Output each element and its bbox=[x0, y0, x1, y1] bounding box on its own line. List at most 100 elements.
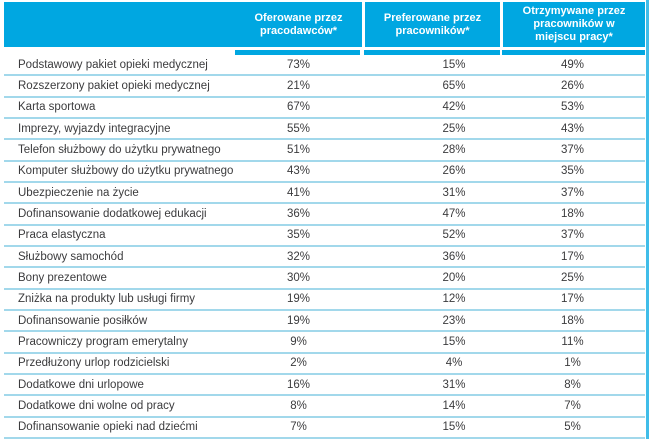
table-row: Dodatkowe dni wolne od pracy 8% 14% 7% bbox=[4, 396, 645, 418]
benefit-label: Karta sportowa bbox=[18, 101, 96, 114]
offered-value: 30% bbox=[286, 271, 311, 284]
benefit-label: Dodatkowe dni urlopowe bbox=[18, 378, 144, 391]
table-row: Pracowniczy program emerytalny 9% 15% 11… bbox=[4, 332, 645, 354]
received-value: 53% bbox=[560, 101, 585, 114]
preferred-value: 31% bbox=[442, 186, 466, 199]
table-header-row: Oferowane przez pracodawców* Preferowane… bbox=[4, 2, 645, 47]
table-row: Dodatkowe dni urlopowe 16% 31% 8% bbox=[4, 375, 645, 397]
offered-value: 41% bbox=[286, 186, 311, 199]
offered-value: 19% bbox=[286, 293, 311, 306]
table-row: Podstawowy pakiet opieki medycznej 73% 1… bbox=[4, 55, 645, 77]
benefit-label: Podstawowy pakiet opieki medycznej bbox=[18, 58, 208, 71]
table-row: Ubezpieczenie na życie 41% 31% 37% bbox=[4, 183, 645, 205]
preferred-value: 26% bbox=[442, 165, 466, 178]
offered-value: 73% bbox=[286, 58, 311, 71]
received-value: 18% bbox=[560, 207, 585, 220]
column-header-preferred: Preferowane przez pracowników* bbox=[362, 2, 500, 47]
preferred-value: 65% bbox=[442, 79, 466, 92]
received-value: 37% bbox=[560, 229, 585, 242]
benefit-label: Bony prezentowe bbox=[18, 271, 107, 284]
offered-value: 7% bbox=[290, 421, 307, 434]
received-value: 43% bbox=[560, 122, 585, 135]
table-row: Bony prezentowe 30% 20% 25% bbox=[4, 268, 645, 290]
offered-value: 9% bbox=[290, 335, 307, 348]
benefits-table: Oferowane przez pracodawców* Preferowane… bbox=[4, 2, 645, 439]
offered-value: 67% bbox=[286, 101, 311, 114]
offered-value: 8% bbox=[290, 399, 307, 412]
received-value: 17% bbox=[560, 250, 585, 263]
offered-value: 32% bbox=[286, 250, 311, 263]
offered-value: 36% bbox=[286, 207, 311, 220]
table-row: Dofinansowanie dodatkowej edukacji 36% 4… bbox=[4, 204, 645, 226]
received-value: 37% bbox=[560, 186, 585, 199]
benefit-label: Telefon służbowy do użytku prywatnego bbox=[18, 143, 221, 156]
benefit-label: Ubezpieczenie na życie bbox=[18, 186, 139, 199]
received-value: 17% bbox=[560, 293, 585, 306]
preferred-value: 4% bbox=[445, 357, 463, 370]
offered-value: 43% bbox=[286, 165, 311, 178]
table-body: Podstawowy pakiet opieki medycznej 73% 1… bbox=[4, 55, 645, 439]
preferred-value: 47% bbox=[442, 207, 466, 220]
received-value: 37% bbox=[560, 143, 585, 156]
page-right-edge-line bbox=[646, 0, 649, 439]
offered-value: 51% bbox=[286, 143, 311, 156]
offered-value: 55% bbox=[286, 122, 311, 135]
table-row: Służbowy samochód 32% 36% 17% bbox=[4, 247, 645, 269]
column-header-received: Otrzymywane przez pracowników w miejscu … bbox=[500, 2, 645, 47]
table-row: Zniżka na produkty lub usługi firmy 19% … bbox=[4, 290, 645, 311]
column-header-preferred-label: Preferowane przez pracowników* bbox=[383, 11, 482, 37]
header-strip-received bbox=[502, 50, 645, 55]
preferred-value: 36% bbox=[442, 250, 466, 263]
received-value: 18% bbox=[560, 314, 585, 327]
table-row: Rozszerzony pakiet opieki medycznej 21% … bbox=[4, 76, 645, 98]
table-row: Telefon służbowy do użytku prywatnego 51… bbox=[4, 140, 645, 162]
table-row: Komputer służbowy do użytku prywatnego 4… bbox=[4, 162, 645, 183]
benefit-label: Dofinansowanie dodatkowej edukacji bbox=[18, 207, 207, 220]
benefit-label: Dofinansowanie opieki nad dziećmi bbox=[18, 421, 198, 434]
preferred-value: 52% bbox=[442, 229, 466, 242]
benefit-label: Zniżka na produkty lub usługi firmy bbox=[18, 293, 196, 306]
offered-value: 19% bbox=[286, 314, 311, 327]
benefit-label: Służbowy samochód bbox=[18, 250, 124, 263]
preferred-value: 23% bbox=[442, 314, 466, 327]
preferred-value: 12% bbox=[442, 293, 466, 306]
received-value: 35% bbox=[560, 165, 585, 178]
table-row: Karta sportowa 67% 42% 53% bbox=[4, 98, 645, 119]
table-row: Dofinansowanie opieki nad dziećmi 7% 15%… bbox=[4, 418, 645, 439]
table-row: Praca elastyczna 35% 52% 37% bbox=[4, 226, 645, 247]
offered-value: 2% bbox=[290, 357, 307, 370]
preferred-value: 14% bbox=[442, 399, 466, 412]
preferred-value: 15% bbox=[442, 335, 466, 348]
benefit-label: Komputer służbowy do użytku prywatnego bbox=[18, 165, 234, 178]
preferred-value: 25% bbox=[442, 122, 466, 135]
received-value: 8% bbox=[564, 378, 581, 391]
received-value: 5% bbox=[564, 421, 581, 434]
received-value: 1% bbox=[564, 357, 581, 370]
benefit-label: Rozszerzony pakiet opieki medycznej bbox=[18, 79, 210, 92]
header-underline-strips bbox=[4, 47, 645, 55]
benefit-label: Dodatkowe dni wolne od pracy bbox=[18, 399, 175, 412]
column-header-benefit bbox=[4, 2, 235, 47]
preferred-value: 20% bbox=[442, 271, 466, 284]
header-strip-offered bbox=[235, 50, 360, 55]
preferred-value: 42% bbox=[442, 101, 466, 114]
benefit-label: Praca elastyczna bbox=[18, 229, 106, 242]
received-value: 7% bbox=[564, 399, 581, 412]
benefit-label: Dofinansowanie posiłków bbox=[18, 314, 148, 327]
table-row: Przedłużony urlop rodzicielski 2% 4% 1% bbox=[4, 354, 645, 375]
table-row: Imprezy, wyjazdy integracyjne 55% 25% 43… bbox=[4, 119, 645, 141]
column-header-received-label: Otrzymywane przez pracowników w miejscu … bbox=[522, 5, 626, 43]
column-header-offered-label: Oferowane przez pracodawców* bbox=[254, 11, 343, 37]
preferred-value: 15% bbox=[442, 58, 466, 71]
column-header-offered: Oferowane przez pracodawców* bbox=[235, 2, 362, 47]
offered-value: 21% bbox=[286, 79, 311, 92]
received-value: 49% bbox=[560, 58, 585, 71]
table-row: Dofinansowanie posiłków 19% 23% 18% bbox=[4, 311, 645, 333]
preferred-value: 28% bbox=[442, 143, 466, 156]
offered-value: 16% bbox=[286, 378, 311, 391]
received-value: 26% bbox=[560, 79, 585, 92]
benefit-label: Przedłużony urlop rodzicielski bbox=[18, 357, 170, 370]
received-value: 11% bbox=[561, 335, 584, 348]
preferred-value: 15% bbox=[442, 421, 466, 434]
